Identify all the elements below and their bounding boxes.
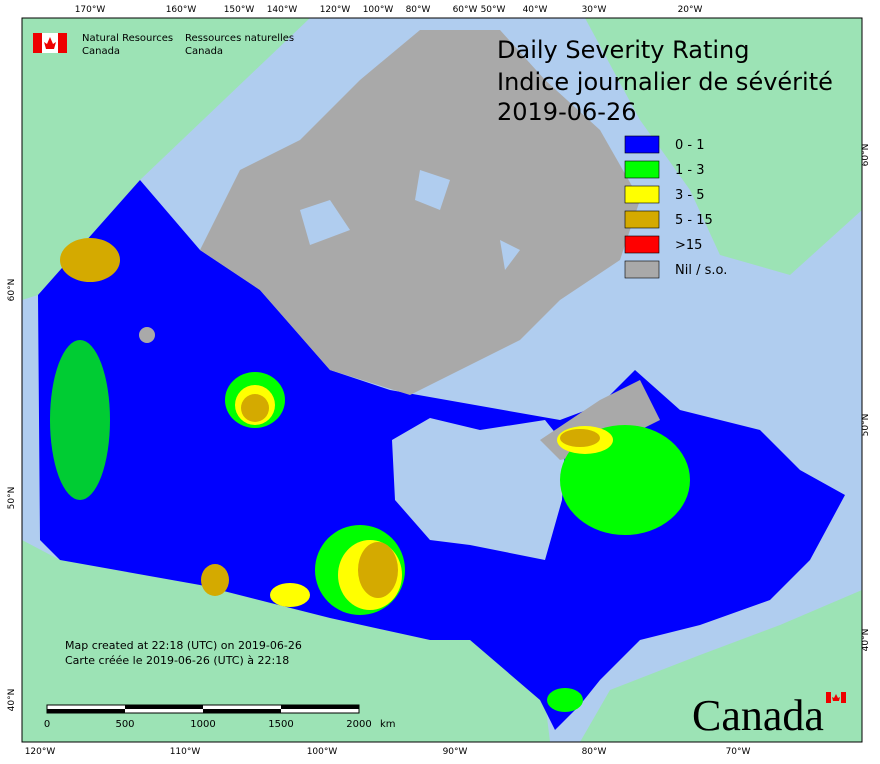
flag-bar bbox=[33, 33, 42, 53]
maple-leaf bbox=[832, 694, 840, 701]
lon-label: 50°W bbox=[481, 5, 506, 15]
lon-label: 80°W bbox=[406, 5, 431, 15]
legend-swatch bbox=[624, 260, 660, 279]
lat-label: 50°N bbox=[861, 414, 871, 437]
flag-bar bbox=[58, 33, 67, 53]
lon-label: 80°W bbox=[582, 747, 607, 757]
frame bbox=[21, 17, 863, 743]
graticule-top: 170°W 160°W 150°W 140°W 120°W 100°W 80°W… bbox=[75, 5, 703, 15]
lon-label: 160°W bbox=[166, 5, 197, 15]
alaska bbox=[22, 18, 310, 300]
wordmark: Canada bbox=[692, 691, 846, 740]
canada-wordmark: Canada bbox=[692, 691, 824, 740]
date: 2019-06-26 bbox=[497, 98, 636, 126]
nwt-orange bbox=[241, 394, 269, 422]
scale-label: 1000 bbox=[190, 719, 215, 730]
lon-label: 40°W bbox=[523, 5, 548, 15]
lon-label: 30°W bbox=[582, 5, 607, 15]
lon-label: 20°W bbox=[678, 5, 703, 15]
agency-en: Canada bbox=[82, 46, 120, 57]
ontario-patch bbox=[547, 688, 583, 712]
graticule-bottom: 120°W 110°W 100°W 90°W 80°W 70°W bbox=[25, 747, 751, 757]
arctic-islands bbox=[200, 30, 640, 395]
quebec-orange bbox=[560, 429, 600, 447]
legend-label: 3 - 5 bbox=[675, 188, 705, 203]
scale-bar: km 0 500 1000 1500 2000 bbox=[44, 704, 396, 730]
lon-label: 150°W bbox=[224, 5, 255, 15]
credit: Carte créée le 2019-06-26 (UTC) à 22:18 bbox=[65, 654, 289, 667]
lon-label: 120°W bbox=[25, 747, 56, 757]
scale-label: 2000 bbox=[346, 719, 371, 730]
scale-seg bbox=[47, 709, 125, 713]
title: Daily Severity Rating bbox=[497, 36, 749, 64]
graticule-right: 60°N 50°N 40°N bbox=[861, 144, 871, 652]
agency: Natural Resources Canada Ressources natu… bbox=[33, 33, 294, 57]
legend-swatch bbox=[624, 210, 660, 229]
usa-west bbox=[22, 540, 550, 742]
usa-east bbox=[580, 590, 862, 742]
title: Indice journalier de sévérité bbox=[497, 68, 833, 96]
yukon-nil bbox=[139, 327, 155, 343]
scale-unit: km bbox=[380, 719, 396, 730]
hudson-bay bbox=[392, 418, 565, 560]
lat-label: 40°N bbox=[7, 689, 17, 712]
scale-label: 500 bbox=[115, 719, 134, 730]
scale-seg bbox=[281, 705, 359, 709]
lon-label: 120°W bbox=[320, 5, 351, 15]
lon-label: 70°W bbox=[726, 747, 751, 757]
legend-swatch bbox=[624, 135, 660, 154]
bc-orange bbox=[201, 564, 229, 596]
lon-label: 140°W bbox=[267, 5, 298, 15]
legend-swatch bbox=[624, 235, 660, 254]
agency-en: Natural Resources bbox=[82, 33, 173, 44]
map-body bbox=[21, 17, 863, 743]
maple-leaf bbox=[44, 37, 56, 49]
yukon-orange bbox=[60, 238, 120, 282]
lon-label: 90°W bbox=[443, 747, 468, 757]
scale-seg bbox=[125, 705, 203, 709]
legend-label: 0 - 1 bbox=[675, 138, 705, 153]
scale-seg bbox=[203, 709, 281, 713]
lat-label: 50°N bbox=[7, 487, 17, 510]
flag-bar bbox=[841, 692, 846, 703]
bc-yellow bbox=[270, 583, 310, 607]
lon-label: 110°W bbox=[170, 747, 201, 757]
legend-swatch bbox=[624, 160, 660, 179]
legend-label: >15 bbox=[675, 238, 702, 253]
bc-patch bbox=[50, 340, 110, 500]
credit: Map created at 22:18 (UTC) on 2019-06-26 bbox=[65, 639, 302, 652]
alberta-orange bbox=[358, 542, 398, 598]
lat-label: 40°N bbox=[861, 629, 871, 652]
lon-label: 100°W bbox=[307, 747, 338, 757]
agency-fr: Canada bbox=[185, 46, 223, 57]
lon-label: 60°W bbox=[453, 5, 478, 15]
agency-fr: Ressources naturelles bbox=[185, 33, 294, 44]
lat-label: 60°N bbox=[861, 144, 871, 167]
scale-label: 0 bbox=[44, 719, 50, 730]
greenland bbox=[585, 18, 862, 275]
flag-bar bbox=[826, 692, 831, 703]
graticule-left: 60°N 50°N 40°N bbox=[7, 279, 17, 712]
legend: 0 - 1 1 - 3 3 - 5 5 - 15 >15 Nil / s.o. bbox=[624, 135, 727, 279]
legend-label: 5 - 15 bbox=[675, 213, 713, 228]
lon-label: 100°W bbox=[363, 5, 394, 15]
legend-label: Nil / s.o. bbox=[675, 263, 727, 278]
scale-label: 1500 bbox=[268, 719, 293, 730]
lon-label: 170°W bbox=[75, 5, 106, 15]
legend-label: 1 - 3 bbox=[675, 163, 705, 178]
lat-label: 60°N bbox=[7, 279, 17, 302]
legend-swatch bbox=[624, 185, 660, 204]
